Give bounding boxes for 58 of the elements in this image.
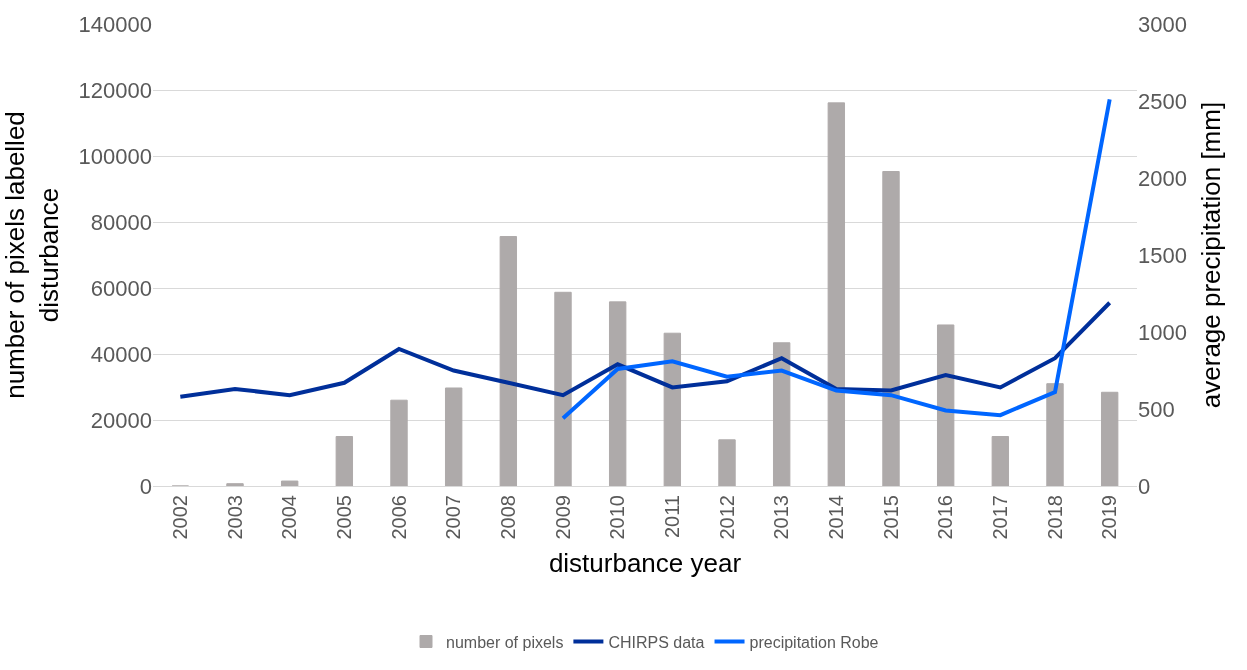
legend-label: number of pixels — [446, 633, 564, 651]
y2-tick-label: 2500 — [1138, 88, 1187, 114]
x-tick-label: 2006 — [387, 495, 410, 540]
bar — [1100, 391, 1119, 486]
x-tick-label: 2011 — [660, 495, 683, 539]
bar — [772, 342, 791, 486]
y-tick-label: 140000 — [78, 11, 152, 37]
x-tick-label: 2008 — [496, 495, 519, 540]
y2-axis-title: average precipitation [mm] — [1195, 101, 1226, 409]
y-axis-title: number of pixels labelled disturbance — [0, 111, 64, 399]
x-tick-label: 2007 — [442, 495, 465, 540]
x-tick-label: 2005 — [332, 495, 355, 540]
x-tick-label: 2003 — [223, 495, 246, 540]
bar — [827, 102, 846, 486]
bar — [390, 399, 408, 486]
y-tick-label: 80000 — [90, 209, 152, 235]
bar — [936, 324, 955, 486]
y-tick-label: 120000 — [78, 77, 152, 103]
x-tick-label: 2002 — [168, 495, 191, 540]
y2-tick-label: 3000 — [1138, 11, 1187, 37]
y2-tick-label: 2000 — [1138, 165, 1187, 191]
x-tick-label: 2009 — [551, 495, 574, 540]
y2-tick-label: 500 — [1138, 396, 1175, 422]
bar — [335, 436, 354, 486]
bar — [718, 439, 736, 486]
y-tick-label: 20000 — [90, 407, 152, 433]
line-series — [178, 300, 1112, 399]
bar — [280, 480, 299, 486]
bar — [663, 332, 682, 486]
bar — [882, 171, 900, 486]
x-tick-label: 2012 — [715, 495, 738, 540]
x-tick-label: 2014 — [824, 495, 847, 540]
x-tick-label: 2016 — [934, 495, 957, 540]
x-tick-label: 2013 — [770, 495, 793, 540]
y-tick-label: 100000 — [78, 143, 152, 169]
bar — [991, 436, 1010, 486]
x-tick-label: 2015 — [879, 495, 902, 540]
bar — [608, 301, 627, 486]
y-tick-label: 0 — [139, 473, 152, 499]
x-tick-label: 2019 — [1098, 495, 1121, 540]
legend-label: CHIRPS data — [608, 633, 705, 651]
bar — [1046, 383, 1064, 486]
x-tick-label: 2010 — [606, 495, 629, 540]
bar — [499, 236, 518, 486]
y2-tick-label: 1500 — [1138, 242, 1187, 268]
x-tick-label: 2018 — [1043, 495, 1066, 540]
x-tick-label: 2017 — [988, 495, 1011, 540]
y-tick-label: 40000 — [90, 341, 152, 367]
bar — [444, 387, 463, 486]
y2-tick-label: 0 — [1138, 473, 1151, 499]
y2-tick-label: 1000 — [1138, 319, 1187, 345]
line-series — [561, 97, 1112, 421]
y-tick-label: 60000 — [90, 275, 152, 301]
x-tick-label: 2004 — [278, 495, 301, 540]
bar — [226, 483, 244, 486]
x-axis-title: disturbance year — [548, 548, 742, 579]
bar — [554, 291, 572, 486]
legend-label: precipitation Robe — [749, 633, 879, 651]
